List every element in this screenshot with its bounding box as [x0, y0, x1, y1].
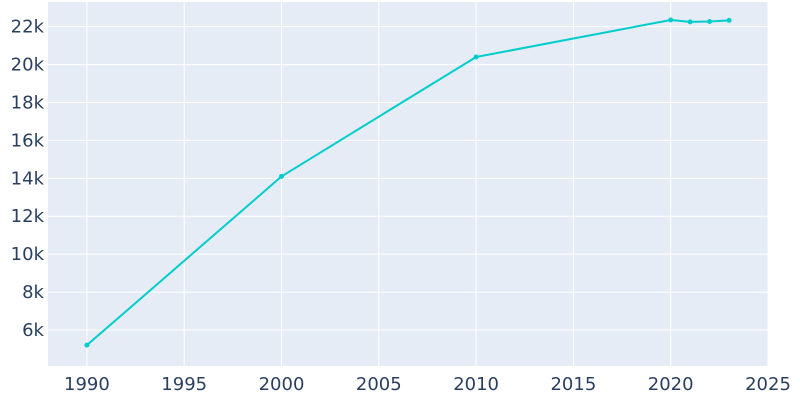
y-tick-label: 22k	[11, 17, 45, 38]
data-point	[668, 17, 674, 23]
x-tick-label: 2015	[550, 374, 596, 395]
plot-background	[48, 2, 768, 366]
x-tick-label: 2025	[745, 374, 791, 395]
x-tick-label: 2020	[648, 374, 694, 395]
x-axis-tick-labels: 1990 1995 2000 2005 2010 2015 2020 2025	[64, 374, 791, 395]
x-tick-label: 1995	[161, 374, 207, 395]
data-point	[726, 17, 732, 23]
y-tick-label: 6k	[22, 320, 44, 341]
x-tick-label: 2010	[453, 374, 499, 395]
y-tick-label: 8k	[22, 282, 44, 303]
x-tick-label: 2005	[356, 374, 402, 395]
data-point	[279, 173, 285, 179]
data-point	[707, 19, 713, 25]
horizontal-gridlines	[48, 26, 768, 331]
y-tick-label: 18k	[11, 92, 45, 113]
data-point	[84, 342, 90, 348]
vertical-gridlines	[86, 2, 769, 366]
y-tick-label: 16k	[11, 130, 45, 151]
data-point	[473, 54, 479, 60]
y-tick-label: 12k	[11, 206, 45, 227]
x-tick-label: 2000	[259, 374, 305, 395]
y-tick-label: 20k	[11, 55, 45, 76]
data-point	[687, 19, 693, 25]
y-axis-tick-labels: 6k 8k 10k 12k 14k 16k 18k 20k 22k	[11, 17, 45, 341]
y-tick-label: 14k	[11, 168, 45, 189]
series-layer	[84, 17, 732, 348]
y-tick-label: 10k	[11, 244, 45, 265]
x-tick-label: 1990	[64, 374, 110, 395]
